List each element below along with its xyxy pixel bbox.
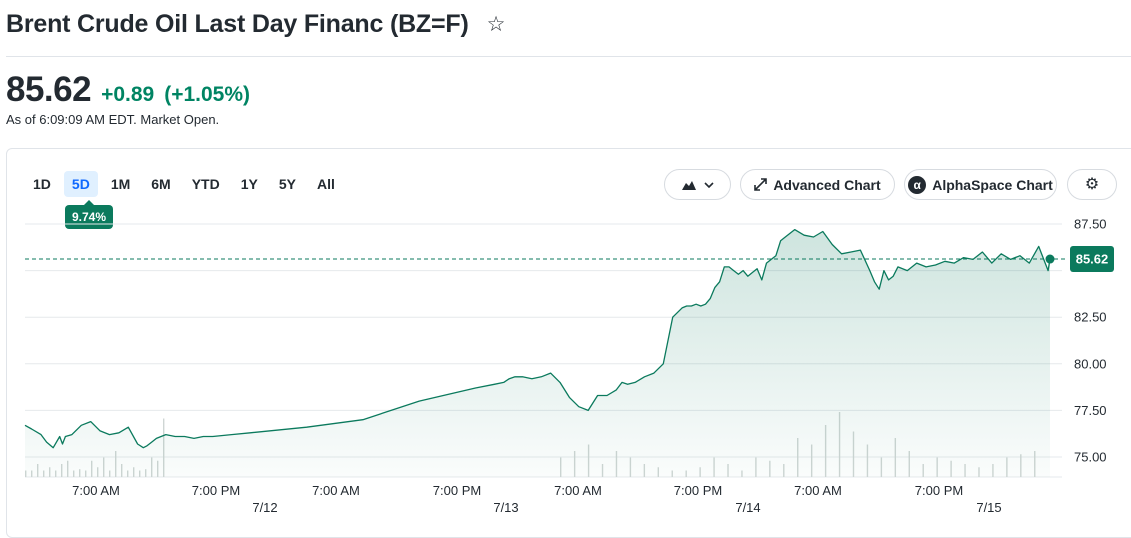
advanced-chart-button[interactable]: Advanced Chart xyxy=(740,169,895,200)
advanced-chart-label: Advanced Chart xyxy=(773,176,881,193)
x-date-label: 7/14 xyxy=(735,500,760,515)
range-1m[interactable]: 1M xyxy=(110,176,131,192)
x-date-label: 7/12 xyxy=(252,500,277,515)
x-tick-label: 7:00 PM xyxy=(915,483,963,498)
x-tick-label: 7:00 PM xyxy=(192,483,240,498)
chevron-down-icon xyxy=(703,181,714,188)
price-change: +0.89 xyxy=(101,83,155,106)
x-date-label: 7/13 xyxy=(493,500,518,515)
mountain-chart-icon xyxy=(681,180,696,190)
alphaspace-logo-icon: α xyxy=(908,175,927,194)
x-tick-label: 7:00 AM xyxy=(554,483,602,498)
x-tick-label: 7:00 PM xyxy=(433,483,481,498)
range-ytd[interactable]: YTD xyxy=(191,176,220,192)
x-tick-label: 7:00 PM xyxy=(674,483,722,498)
y-tick-label: 77.50 xyxy=(1074,403,1107,418)
x-tick-label: 7:00 AM xyxy=(72,483,120,498)
chart-settings-button[interactable]: ⚙ xyxy=(1067,169,1117,200)
x-tick-label: 7:00 AM xyxy=(794,483,842,498)
price-change-percent: (+1.05%) xyxy=(164,83,251,106)
expand-arrows-icon xyxy=(754,178,768,191)
y-tick-label: 75.00 xyxy=(1074,450,1107,465)
gear-icon: ⚙ xyxy=(1084,175,1100,193)
as-of-timestamp: As of 6:09:09 AM EDT. Market Open. xyxy=(6,112,220,127)
range-all[interactable]: All xyxy=(316,176,335,192)
price-chart[interactable]: 87.50 82.50 80.00 77.50 75.00 7:00 AM 7:00 PM… xyxy=(0,0,1131,521)
header-divider xyxy=(6,56,1131,57)
current-price-label-box xyxy=(1070,246,1114,273)
y-tick-label: 87.50 xyxy=(1074,217,1107,232)
range-1y[interactable]: 1Y xyxy=(240,176,258,192)
range-5y[interactable]: 5Y xyxy=(278,176,296,192)
alphaspace-chart-label: AlphaSpace Chart xyxy=(932,176,1053,193)
y-tick-label: 80.00 xyxy=(1074,356,1107,371)
chart-type-button[interactable] xyxy=(664,169,731,200)
y-tick-label: 82.50 xyxy=(1074,310,1107,325)
range-6m[interactable]: 6M xyxy=(151,176,171,192)
x-tick-label: 7:00 AM xyxy=(312,483,360,498)
x-date-label: 7/15 xyxy=(976,500,1001,515)
price-line xyxy=(24,228,1051,449)
current-point xyxy=(1045,254,1055,264)
title-row: Brent Crude Oil Last Day Financ (BZ=F) ☆ xyxy=(6,10,505,39)
range-selector: 1D 5D 1M 6M YTD 1Y 5Y All xyxy=(25,171,348,197)
current-price-label: 85.62 xyxy=(1076,252,1109,267)
range-1d[interactable]: 1D xyxy=(33,176,51,192)
page-title: Brent Crude Oil Last Day Financ (BZ=F) xyxy=(6,10,469,38)
range-5d[interactable]: 5D xyxy=(63,171,98,197)
star-icon[interactable]: ☆ xyxy=(486,13,506,36)
quote-row: 85.62 +0.89 (+1.05%) xyxy=(6,70,250,110)
alphaspace-chart-button[interactable]: α AlphaSpace Chart xyxy=(904,169,1057,200)
current-price: 85.62 xyxy=(6,70,92,109)
range-change-badge: 9.74% xyxy=(65,200,113,229)
price-area xyxy=(25,229,1050,477)
